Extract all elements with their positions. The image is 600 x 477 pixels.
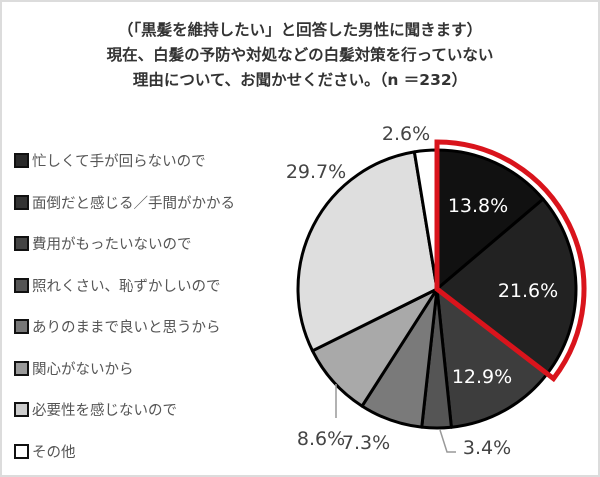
legend-label: ありのままで良いと思うから	[32, 320, 221, 337]
slice-label: 29.7%	[286, 161, 346, 183]
legend-label: その他	[32, 444, 76, 461]
legend-swatch-icon	[14, 194, 29, 210]
legend-label: 費用がもったいないので	[32, 237, 192, 254]
legend-item: 関心がないから	[14, 348, 235, 390]
pie-slice	[296, 150, 439, 353]
highlight-outline	[434, 139, 587, 383]
legend-swatch-icon	[14, 402, 29, 418]
legend-item: 忙しくて手が回らないので	[14, 140, 235, 182]
legend-label: 忙しくて手が回らないので	[32, 154, 206, 171]
legend: 忙しくて手が回らないので面倒だと感じる／手間がかかる 費用がもったいないので照れく…	[14, 140, 235, 472]
legend-label: 関心がないから	[32, 361, 134, 378]
slice-label: 8.6%	[297, 428, 345, 450]
legend-swatch-icon	[14, 443, 29, 459]
legend-swatch-icon	[14, 153, 29, 169]
legend-swatch-icon	[14, 360, 29, 376]
slice-label: 21.6%	[498, 280, 558, 302]
legend-swatch-icon	[14, 236, 29, 252]
slice-label: 2.6%	[382, 123, 430, 145]
chart-title: （「黒髪を維持したい」と回答した男性に聞きます） 現在、白髪の予防や対処などの白…	[0, 18, 600, 93]
legend-label: 必要性を感じないので	[32, 403, 177, 420]
legend-item: 費用がもったいないので	[14, 223, 235, 265]
slice-label: 7.3%	[342, 432, 390, 454]
pie-slice	[435, 197, 578, 376]
legend-item: その他	[14, 431, 235, 473]
pie-slice	[435, 148, 545, 291]
title-line-3: 理由について、お聞かせください。（n ＝232）	[132, 71, 468, 89]
title-line-2: 現在、白髪の予防や対処などの白髪対策を行っていない	[106, 46, 494, 64]
pie-slice	[435, 287, 549, 429]
legend-label: 面倒だと感じる／手間がかかる	[32, 195, 235, 212]
leader-line	[439, 429, 456, 453]
legend-swatch-icon	[14, 319, 29, 335]
legend-item: 必要性を感じないので	[14, 389, 235, 431]
legend-swatch-icon	[14, 277, 29, 293]
legend-item: 照れくさい、恥ずかしいので	[14, 265, 235, 307]
title-line-1: （「黒髪を維持したい」と回答した男性に聞きます）	[117, 21, 483, 39]
slice-label: 3.4%	[463, 437, 511, 459]
legend-item: 面倒だと感じる／手間がかかる	[14, 182, 235, 224]
legend-label: 照れくさい、恥ずかしいので	[32, 278, 221, 295]
slice-label: 13.8%	[448, 195, 508, 217]
legend-item: ありのままで良いと思うから	[14, 306, 235, 348]
slice-label: 12.9%	[452, 366, 512, 388]
